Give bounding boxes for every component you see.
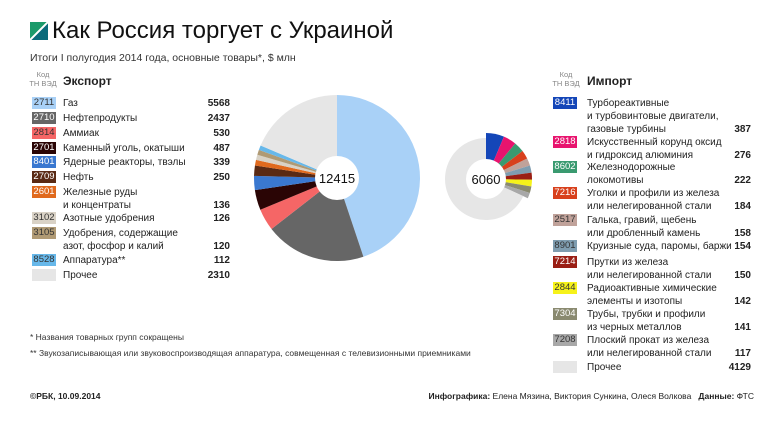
code-badge xyxy=(553,361,577,373)
import-code-header: Код ТН ВЭД xyxy=(552,70,580,88)
code-badge: 2818 xyxy=(553,136,577,148)
legend-label: Радиоактивные химические элементы и изот… xyxy=(587,283,717,307)
legend-value: 184 xyxy=(734,201,751,212)
legend-label: Прочее xyxy=(587,362,622,373)
legend-label: Железнодорожные локомотивы xyxy=(587,162,676,186)
rbc-logo-icon xyxy=(30,22,48,40)
code-badge: 7304 xyxy=(553,308,577,320)
legend-value: 117 xyxy=(734,348,751,359)
infographics-label: Инфографика: xyxy=(428,391,491,401)
code-badge: 2517 xyxy=(553,214,577,226)
code-badge: 8401 xyxy=(32,156,56,168)
pie-hole xyxy=(466,159,506,199)
export-slice xyxy=(260,178,337,229)
legend-value: 4129 xyxy=(728,362,751,373)
legend-label: Плоский прокат из железа или нелегирован… xyxy=(587,335,712,359)
code-badge: 2709 xyxy=(32,171,56,183)
legend-label: Аммиак xyxy=(63,128,99,139)
code-badge: 2601 xyxy=(32,186,56,198)
code-badge: 2844 xyxy=(553,282,577,294)
legend-value: 530 xyxy=(213,128,230,139)
code-badge xyxy=(32,269,56,281)
legend-value: 2437 xyxy=(207,113,230,124)
legend-label: Круизные суда, паромы, баржи xyxy=(587,241,732,252)
code-badge: 7208 xyxy=(553,334,577,346)
code-badge: 8602 xyxy=(553,161,577,173)
legend-label: Ядерные реакторы, твэлы xyxy=(63,157,186,168)
legend-value: 250 xyxy=(213,172,230,183)
legend-value: 158 xyxy=(734,228,751,239)
legend-label: Турбореактивные и турбовинтовые двигател… xyxy=(587,98,719,135)
legend-value: 222 xyxy=(734,175,751,186)
legend-value: 150 xyxy=(734,270,751,281)
pie-total-label: 12415 xyxy=(319,171,355,186)
code-badge: 8528 xyxy=(32,254,56,266)
legend-value: 136 xyxy=(213,200,230,211)
legend-label: Каменный уголь, окатыши xyxy=(63,143,185,154)
legend-label: Искусственный корунд оксид и гидроксид а… xyxy=(587,137,722,161)
legend-value: 126 xyxy=(213,213,230,224)
legend-value: 142 xyxy=(734,296,751,307)
pie-total-label: 6060 xyxy=(472,172,501,187)
code-badge: 3105 xyxy=(32,227,56,239)
export-slice xyxy=(337,95,420,257)
infographics-authors: Елена Мязина, Виктория Сункина, Олеся Во… xyxy=(492,391,692,401)
legend-value: 276 xyxy=(734,150,751,161)
export-slice xyxy=(260,95,337,178)
data-label: Данные: xyxy=(698,391,735,401)
export-header: Экспорт xyxy=(63,74,112,88)
legend-label: Галька, гравий, щебень или дробленный ка… xyxy=(587,215,701,239)
legend-label: Железные руды и концентраты xyxy=(63,187,138,211)
code-badge: 8901 xyxy=(553,240,577,252)
legend-value: 387 xyxy=(734,124,751,135)
import-header: Импорт xyxy=(587,74,633,88)
legend-label: Нефтепродукты xyxy=(63,113,138,124)
legend-value: 5568 xyxy=(207,98,230,109)
code-badge: 2710 xyxy=(32,112,56,124)
legend-value: 141 xyxy=(734,322,751,333)
legend-label: Аппаратура** xyxy=(63,255,126,266)
legend-value: 339 xyxy=(213,157,230,168)
legend-value: 2310 xyxy=(207,270,230,281)
copyright: ©РБК, 10.09.2014 xyxy=(30,391,101,401)
code-badge: 2814 xyxy=(32,127,56,139)
pie-hole xyxy=(315,156,359,200)
subtitle: Итоги I полугодия 2014 года, основные то… xyxy=(30,52,296,64)
legend-value: 112 xyxy=(213,255,230,266)
code-badge: 2711 xyxy=(32,97,56,109)
footnote-1: * Названия товарных групп сокращены xyxy=(30,332,184,342)
legend-value: 120 xyxy=(213,241,230,252)
code-badge: 3102 xyxy=(32,212,56,224)
footnote-2: ** Звукозаписывающая или звуковоспроизво… xyxy=(30,348,471,358)
legend-label: Уголки и профили из железа или нелегиров… xyxy=(587,188,720,212)
legend-label: Газ xyxy=(63,98,78,109)
legend-value: 154 xyxy=(734,241,751,252)
legend-value: 487 xyxy=(213,143,230,154)
legend-label: Удобрения, содержащие азот, фосфор и кал… xyxy=(63,228,178,252)
code-badge: 7214 xyxy=(553,256,577,268)
legend-label: Нефть xyxy=(63,172,94,183)
legend-label: Прочее xyxy=(63,270,98,281)
legend-label: Азотные удобрения xyxy=(63,213,155,224)
data-source: ФТС xyxy=(736,391,754,401)
legend-label: Прутки из железа или нелегированной стал… xyxy=(587,257,712,281)
export-code-header: Код ТН ВЭД xyxy=(29,70,57,88)
export-slice xyxy=(254,178,337,210)
page-title: Как Россия торгует с Украиной xyxy=(52,17,394,44)
legend-label: Трубы, трубки и профили из черных металл… xyxy=(587,309,706,333)
code-badge: 2701 xyxy=(32,142,56,154)
code-badge: 7216 xyxy=(553,187,577,199)
code-badge: 8411 xyxy=(553,97,577,109)
